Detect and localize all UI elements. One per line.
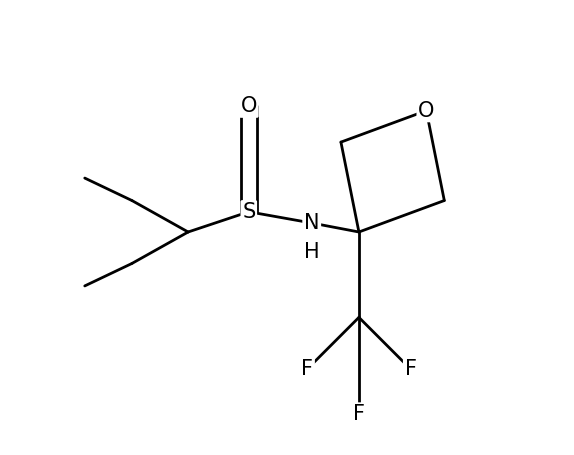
Text: O: O — [241, 96, 257, 116]
Text: F: F — [301, 359, 313, 379]
Text: O: O — [418, 101, 435, 121]
Text: F: F — [353, 404, 365, 424]
Text: F: F — [405, 359, 417, 379]
Text: S: S — [242, 202, 255, 222]
Text: H: H — [304, 242, 320, 262]
Text: N: N — [304, 213, 320, 233]
